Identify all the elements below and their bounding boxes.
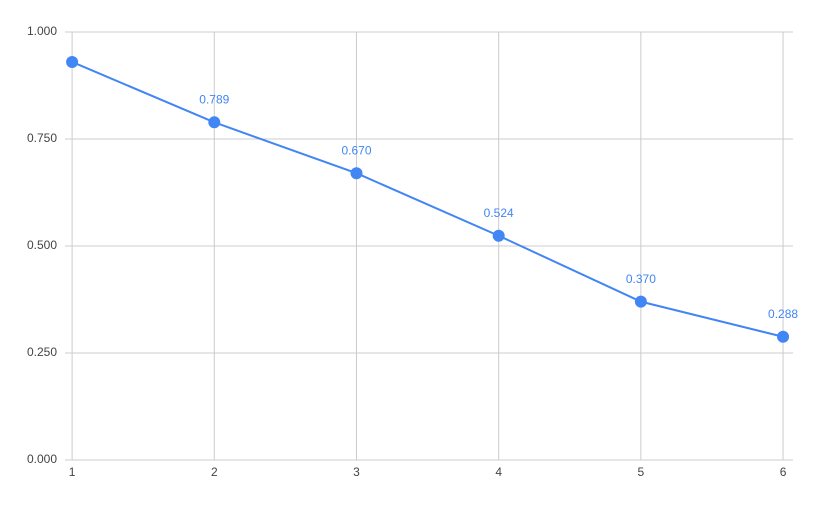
x-tick-label: 3 xyxy=(353,465,360,479)
data-point xyxy=(208,116,221,129)
y-tick-label: 0.000 xyxy=(27,452,57,466)
data-label: 0.370 xyxy=(626,272,656,286)
x-tick-label: 6 xyxy=(780,465,787,479)
series-line xyxy=(71,61,784,338)
x-tick-label: 4 xyxy=(495,465,502,479)
x-tick-label: 2 xyxy=(211,465,218,479)
data-label: 0.288 xyxy=(768,307,798,321)
data-point xyxy=(66,55,79,68)
data-point xyxy=(350,167,363,180)
x-tick-label: 1 xyxy=(69,465,76,479)
data-label: 0.789 xyxy=(199,92,229,106)
y-tick-label: 1.000 xyxy=(27,24,57,38)
y-tick-label: 0.750 xyxy=(27,131,57,145)
data-label: 0.524 xyxy=(484,206,514,220)
y-tick-label: 0.250 xyxy=(27,345,57,359)
data-label: 0.670 xyxy=(341,143,371,157)
data-point xyxy=(634,295,647,308)
x-tick-label: 5 xyxy=(638,465,645,479)
data-point xyxy=(492,229,505,242)
y-tick-label: 0.500 xyxy=(27,238,57,252)
data-point xyxy=(777,330,790,343)
